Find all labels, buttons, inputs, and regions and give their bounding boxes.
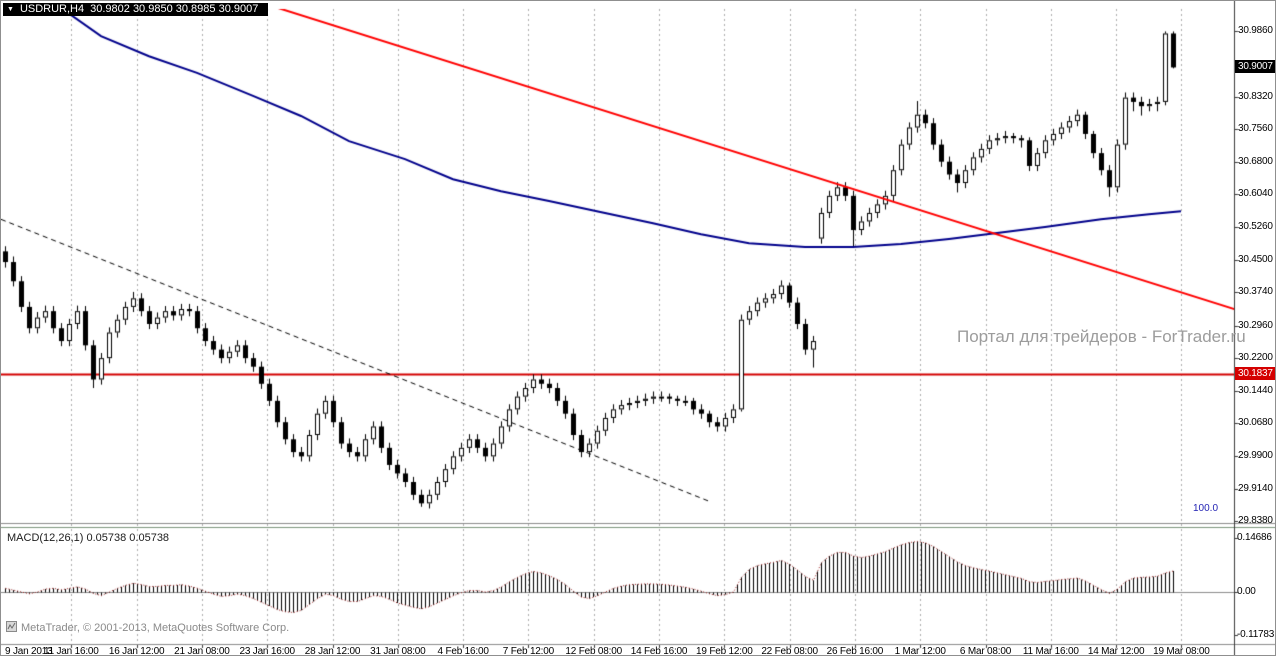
time-axis-label: 14 Mar 12:00 bbox=[1087, 646, 1145, 656]
price-axis-label: 30.6800 bbox=[1238, 155, 1273, 167]
price-axis-label: 29.9140 bbox=[1238, 482, 1273, 494]
time-axis-label: 4 Feb 16:00 bbox=[437, 646, 489, 656]
chart-marker-icon: ▼ bbox=[7, 6, 14, 13]
copyright-text: MetaTrader, © 2001-2013, MetaQuotes Soft… bbox=[21, 622, 290, 634]
time-axis-label: 6 Mar 08:00 bbox=[959, 646, 1012, 656]
chart-title-bar: ▼ USDRUR,H4 30.9802 30.9850 30.8985 30.9… bbox=[3, 3, 269, 16]
metatrader-logo-icon bbox=[6, 621, 17, 635]
time-axis-label: 12 Feb 08:00 bbox=[565, 646, 622, 656]
price-axis-label: 30.0680 bbox=[1238, 417, 1273, 429]
time-axis-label: 1 Mar 12:00 bbox=[894, 646, 946, 656]
time-axis-label: 11 Mar 16:00 bbox=[1022, 646, 1079, 656]
copyright-line: MetaTrader, © 2001-2013, MetaQuotes Soft… bbox=[6, 621, 289, 635]
price-axis-label: 30.1440 bbox=[1238, 384, 1273, 396]
time-axis-label: 16 Jan 12:00 bbox=[108, 646, 165, 656]
time-axis-label: 19 Feb 12:00 bbox=[696, 646, 753, 656]
price-axis-label: 29.8380 bbox=[1238, 515, 1273, 527]
time-axis-label: 31 Jan 08:00 bbox=[370, 646, 426, 656]
ohlc-readout: 30.9802 30.9850 30.8985 30.9007 bbox=[90, 3, 259, 15]
price-axis-label: 29.9900 bbox=[1238, 450, 1273, 462]
price-axis-label: 30.2200 bbox=[1238, 352, 1273, 364]
time-axis-label: 23 Jan 16:00 bbox=[239, 646, 295, 656]
current-price-tag: 30.9007 bbox=[1235, 60, 1275, 74]
chart-symbol-period: USDRUR,H4 bbox=[19, 3, 85, 15]
price-axis-label: 30.5260 bbox=[1238, 221, 1273, 233]
fibonacci-level-label: 100.0 bbox=[1193, 503, 1219, 514]
price-axis-label: 30.4500 bbox=[1238, 253, 1273, 265]
time-axis-label: 14 Feb 16:00 bbox=[630, 646, 688, 656]
time-axis-label: 21 Jan 08:00 bbox=[174, 646, 230, 656]
price-axis-label: 30.2960 bbox=[1238, 319, 1273, 331]
price-axis-label: 30.6040 bbox=[1238, 188, 1273, 200]
price-axis-label: 30.7560 bbox=[1238, 123, 1273, 135]
time-axis-label: 22 Feb 08:00 bbox=[761, 646, 818, 656]
macd-axis-label: -0.11783 bbox=[1237, 629, 1275, 641]
macd-axis-label: 0.14686 bbox=[1237, 532, 1272, 544]
time-axis-label: 7 Feb 12:00 bbox=[502, 646, 554, 656]
time-axis-label: 28 Jan 12:00 bbox=[304, 646, 361, 656]
time-axis-label: 9 Jan 2013 bbox=[5, 646, 53, 656]
time-axis-label: 19 Mar 08:00 bbox=[1153, 646, 1210, 656]
time-axis-label: 26 Feb 16:00 bbox=[826, 646, 884, 656]
price-axis-label: 30.3740 bbox=[1238, 286, 1273, 298]
macd-axis-label: 0.00 bbox=[1237, 585, 1256, 597]
watermark-text: Портал для трейдеров - ForTrader.ru bbox=[957, 327, 1246, 346]
macd-indicator-label: MACD(12,26,1) 0.05738 0.05738 bbox=[7, 532, 170, 544]
time-axis-label: 11 Jan 16:00 bbox=[43, 646, 99, 656]
level-price-tag: 30.1837 bbox=[1235, 366, 1275, 380]
price-axis-label: 30.9860 bbox=[1238, 24, 1273, 36]
price-axis-label: 30.8320 bbox=[1238, 90, 1273, 102]
